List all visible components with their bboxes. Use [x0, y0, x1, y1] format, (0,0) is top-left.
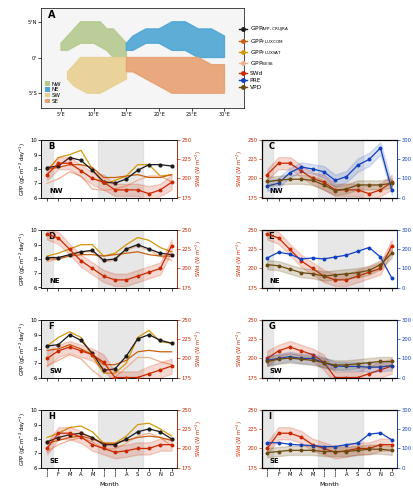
Text: SE: SE	[50, 458, 59, 464]
Bar	[98, 230, 143, 287]
Polygon shape	[126, 22, 224, 58]
Y-axis label: SWd (W m$^{-2}$): SWd (W m$^{-2}$)	[234, 420, 244, 458]
Text: C: C	[268, 142, 274, 151]
X-axis label: Month: Month	[99, 482, 119, 487]
Bar	[98, 320, 143, 378]
Polygon shape	[61, 22, 126, 58]
Text: H: H	[48, 412, 55, 421]
Bar	[261, 410, 272, 468]
Text: E: E	[268, 232, 273, 241]
Bar	[318, 140, 363, 198]
Legend: NW, NE, SW, SE: NW, NE, SW, SE	[44, 81, 62, 104]
Text: SW: SW	[50, 368, 62, 374]
Y-axis label: SWd (W m$^{-2}$): SWd (W m$^{-2}$)	[193, 150, 204, 188]
Y-axis label: SWd (W m$^{-2}$): SWd (W m$^{-2}$)	[193, 420, 204, 458]
Text: NE: NE	[50, 278, 60, 284]
Bar	[41, 320, 52, 378]
X-axis label: Month: Month	[319, 482, 339, 487]
Y-axis label: SWd (W m$^{-2}$): SWd (W m$^{-2}$)	[234, 150, 244, 188]
Bar	[318, 230, 363, 287]
Polygon shape	[67, 58, 126, 93]
Bar	[98, 140, 143, 198]
Text: B: B	[48, 142, 55, 151]
Y-axis label: SWd (W m$^{-2}$): SWd (W m$^{-2}$)	[193, 330, 204, 368]
Bar	[41, 410, 52, 468]
Text: D: D	[48, 232, 55, 241]
Polygon shape	[126, 58, 224, 93]
Y-axis label: SWd (W m$^{-2}$): SWd (W m$^{-2}$)	[193, 240, 204, 278]
Text: A: A	[47, 10, 55, 20]
Bar	[261, 140, 272, 198]
Text: I: I	[268, 412, 271, 421]
Y-axis label: SWd (W m$^{-2}$): SWd (W m$^{-2}$)	[234, 330, 244, 368]
Y-axis label: GPP (gC m$^{-2}$ day$^{-1}$): GPP (gC m$^{-2}$ day$^{-1}$)	[18, 232, 28, 286]
Text: SE: SE	[269, 458, 279, 464]
Text: G: G	[268, 322, 275, 331]
Y-axis label: GPP (gC m$^{-2}$ day$^{-1}$): GPP (gC m$^{-2}$ day$^{-1}$)	[18, 142, 28, 196]
Bar	[318, 320, 363, 378]
Bar	[261, 320, 272, 378]
Bar	[318, 410, 363, 468]
Bar	[41, 230, 52, 287]
Text: NW: NW	[269, 188, 282, 194]
Text: NE: NE	[269, 278, 280, 284]
Bar	[98, 410, 143, 468]
Bar	[261, 230, 272, 287]
Text: NW: NW	[50, 188, 63, 194]
Y-axis label: GPP (gC m$^{-2}$ day$^{-1}$): GPP (gC m$^{-2}$ day$^{-1}$)	[18, 412, 28, 466]
Y-axis label: GPP (gC m$^{-2}$ day$^{-1}$): GPP (gC m$^{-2}$ day$^{-1}$)	[18, 322, 28, 376]
Legend: GPP$_{\mathregular{AFP, CRU}\mathit{J}\mathregular{RA}}$, GPP$_{\mathregular{FLU: GPP$_{\mathregular{AFP, CRU}\mathit{J}\m…	[238, 25, 288, 90]
Bar	[41, 140, 52, 198]
Y-axis label: SWd (W m$^{-2}$): SWd (W m$^{-2}$)	[234, 240, 244, 278]
Text: SW: SW	[269, 368, 282, 374]
Text: F: F	[48, 322, 54, 331]
